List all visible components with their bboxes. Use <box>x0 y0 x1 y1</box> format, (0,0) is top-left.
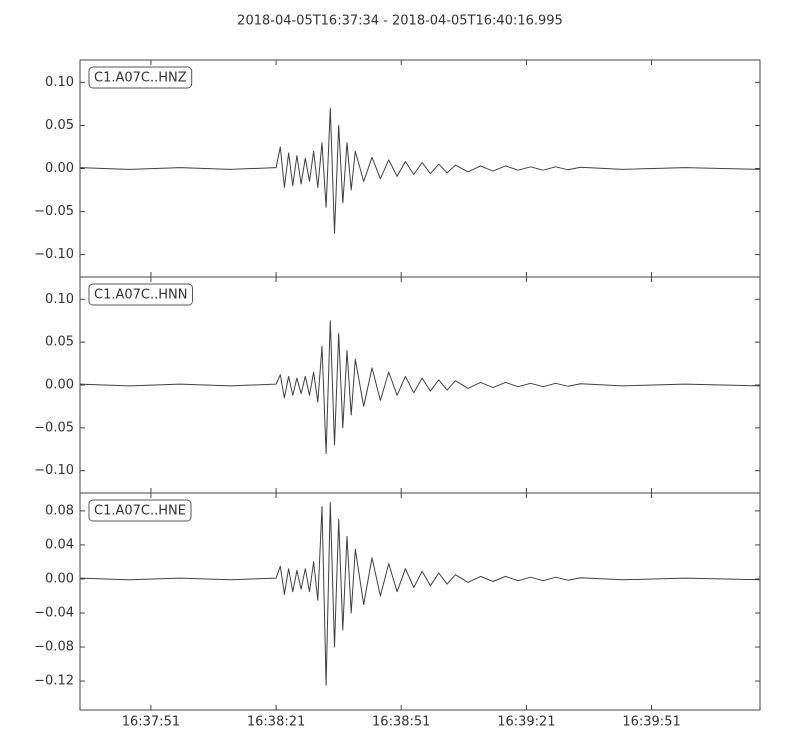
trace-label: C1.A07C..HNN <box>94 288 187 303</box>
x-tick-label: 16:38:21 <box>247 715 305 730</box>
waveform <box>79 501 761 686</box>
trace-label-box <box>88 66 193 89</box>
y-tick-label: 0.04 <box>45 537 74 552</box>
y-tick-label: 0.05 <box>45 335 74 350</box>
y-tick-label: 0.00 <box>45 378 74 393</box>
y-tick-label: 0.10 <box>45 292 74 307</box>
x-tick-label: 16:39:21 <box>497 715 555 730</box>
y-tick-label: −0.12 <box>34 674 74 689</box>
waveform <box>79 107 761 234</box>
y-tick-label: 0.00 <box>45 161 74 176</box>
trace-label: C1.A07C..HNZ <box>94 71 187 86</box>
trace-label: C1.A07C..HNE <box>94 504 186 519</box>
y-tick-label: 0.05 <box>45 118 74 133</box>
y-tick-label: −0.05 <box>34 420 74 435</box>
trace-label-box <box>88 499 192 522</box>
panel-frame <box>79 492 761 711</box>
trace-label-box <box>88 283 193 306</box>
y-tick-label: −0.04 <box>34 605 74 620</box>
x-tick-label: 16:39:51 <box>622 715 680 730</box>
y-tick-label: 0.10 <box>45 75 74 90</box>
x-tick-label: 16:38:51 <box>372 715 430 730</box>
waveform <box>79 320 761 455</box>
y-tick-label: −0.10 <box>34 247 74 262</box>
y-tick-label: −0.08 <box>34 640 74 655</box>
y-tick-label: 0.08 <box>45 503 74 518</box>
figure-title: 2018-04-05T16:37:34 - 2018-04-05T16:40:1… <box>237 14 563 29</box>
y-tick-label: −0.05 <box>34 204 74 219</box>
y-tick-label: 0.00 <box>45 571 74 586</box>
x-tick-label: 16:37:51 <box>122 715 180 730</box>
y-tick-label: −0.10 <box>34 463 74 478</box>
